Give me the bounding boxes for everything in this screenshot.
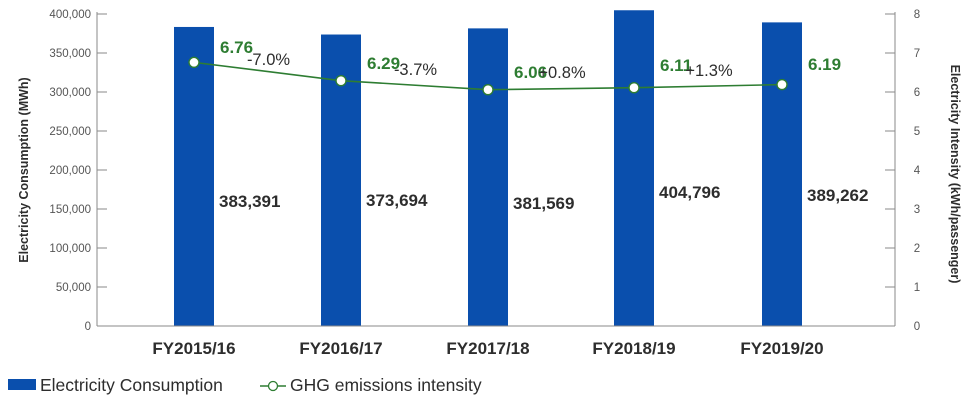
intensity-point-2 <box>482 83 494 96</box>
bar-2 <box>468 28 508 326</box>
y-axis-title: Electricity Consumption (MWh) <box>17 77 31 262</box>
y2-axis-title: Electricity Intensity (kWh/passenger) <box>948 65 962 284</box>
legend-line-marker <box>267 380 279 392</box>
legend-bar-label: Electricity Consumption <box>40 375 223 395</box>
bar-value-label: 404,796 <box>659 183 720 202</box>
y2-tick-label: 7 <box>914 48 920 60</box>
bar-value-label: 373,694 <box>366 191 428 210</box>
y2-tick-label: 8 <box>914 9 920 21</box>
y2-tick-label: 6 <box>914 87 920 99</box>
change-label: +1.3% <box>685 62 733 80</box>
y-tick-label: 0 <box>85 321 91 333</box>
y-tick-label: 250,000 <box>49 126 91 138</box>
x-tick-label: FY2018/19 <box>592 339 675 358</box>
intensity-value-label: 6.11 <box>660 56 692 75</box>
intensity-point-1 <box>335 74 347 87</box>
y2-tick-label: 1 <box>914 282 920 294</box>
legend-line-label: GHG emissions intensity <box>290 375 482 395</box>
y2-tick-label: 4 <box>914 165 921 177</box>
x-tick-label: FY2016/17 <box>299 339 382 358</box>
y2-tick-label: 0 <box>914 321 920 333</box>
bar-value-label: 383,391 <box>219 192 280 211</box>
change-label: +0.8% <box>538 64 586 82</box>
y2-tick-label: 3 <box>914 204 920 216</box>
intensity-value-label: 6.19 <box>808 55 841 74</box>
x-tick-label: FY2019/20 <box>740 339 823 358</box>
x-tick-label: FY2017/18 <box>446 339 529 358</box>
intensity-value-label: 6.29 <box>367 54 400 73</box>
y-tick-label: 200,000 <box>49 165 91 177</box>
y-tick-label: 100,000 <box>49 243 91 255</box>
y-tick-label: 350,000 <box>49 48 91 60</box>
y2-tick-label: 2 <box>914 243 920 255</box>
y-tick-label: 50,000 <box>56 282 91 294</box>
intensity-point-4 <box>776 78 788 91</box>
bar-4 <box>762 22 802 326</box>
bar-0 <box>174 26 214 327</box>
intensity-value-label: 6.06 <box>514 63 547 82</box>
y2-tick-label: 5 <box>914 126 920 138</box>
change-label: -3.7% <box>394 61 437 79</box>
y-tick-label: 150,000 <box>49 204 91 216</box>
x-tick-label: FY2015/16 <box>152 339 235 358</box>
bar-value-label: 389,262 <box>807 186 868 205</box>
legend-bar-swatch <box>8 379 36 390</box>
bar-3 <box>614 10 654 326</box>
intensity-point-3 <box>628 82 640 94</box>
intensity-value-label: 6.76 <box>220 38 253 57</box>
y-tick-label: 400,000 <box>49 9 91 21</box>
bar-value-label: 381,569 <box>513 194 574 213</box>
y-tick-label: 300,000 <box>49 87 91 99</box>
intensity-point-0 <box>188 56 200 69</box>
change-label: -7.0% <box>247 51 290 69</box>
